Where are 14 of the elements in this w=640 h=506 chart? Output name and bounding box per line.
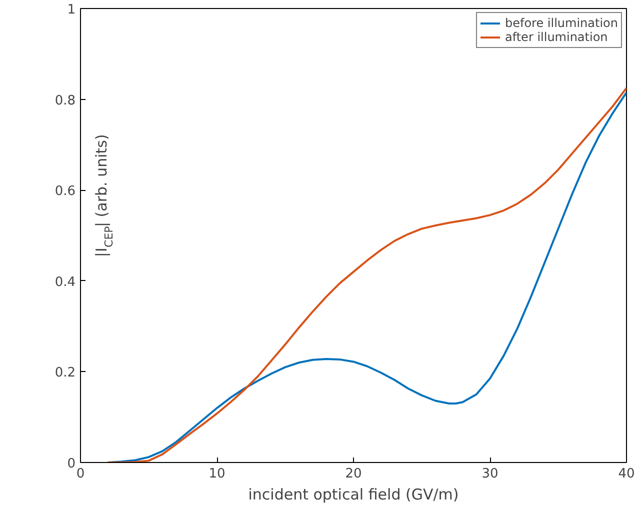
y-tick-label: 1 — [67, 2, 76, 18]
y-tick-label: 0.4 — [54, 274, 76, 290]
x-tick-label: 40 — [618, 466, 635, 482]
y-tick-label: 0.8 — [54, 93, 76, 108]
y-tick-label: 0 — [67, 456, 76, 472]
x-tick-label: 20 — [345, 466, 362, 482]
x-tick-label: 30 — [482, 466, 498, 482]
y-axis-title: |ICEP| (arb. units) — [92, 134, 116, 258]
x-axis-title: incident optical field (GV/m) — [248, 486, 459, 504]
y-tick-label: 0.2 — [54, 366, 76, 381]
legend-label: before illumination — [504, 16, 618, 30]
x-tick-label: 10 — [208, 466, 226, 482]
legend-label: after illumination — [504, 30, 608, 44]
y-tick-label: 0.6 — [54, 184, 76, 200]
